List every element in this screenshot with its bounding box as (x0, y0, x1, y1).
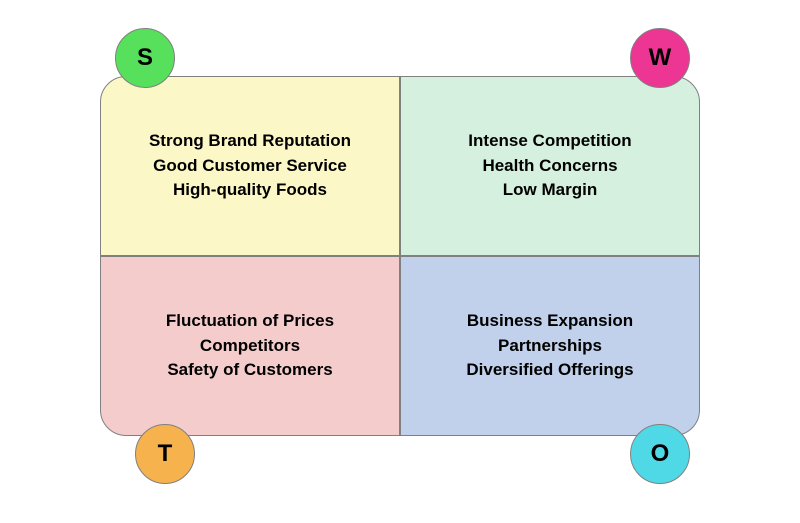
quadrant-weaknesses: Intense Competition Health Concerns Low … (400, 76, 700, 256)
quadrant-weaknesses-text: Intense Competition Health Concerns Low … (468, 129, 631, 203)
quadrant-threats: Fluctuation of Prices Competitors Safety… (100, 256, 400, 436)
badge-s-letter: S (137, 44, 153, 72)
quadrant-threats-text: Fluctuation of Prices Competitors Safety… (166, 309, 334, 383)
swot-diagram: Strong Brand Reputation Good Customer Se… (0, 0, 800, 523)
badge-o-letter: O (651, 440, 670, 468)
badge-t-letter: T (158, 440, 173, 468)
badge-t: T (135, 424, 195, 484)
quadrant-opportunities-text: Business Expansion Partnerships Diversif… (466, 309, 633, 383)
badge-o: O (630, 424, 690, 484)
badge-s: S (115, 28, 175, 88)
badge-w-letter: W (649, 44, 672, 72)
quadrant-opportunities: Business Expansion Partnerships Diversif… (400, 256, 700, 436)
quadrant-strengths-text: Strong Brand Reputation Good Customer Se… (149, 129, 351, 203)
quadrant-strengths: Strong Brand Reputation Good Customer Se… (100, 76, 400, 256)
badge-w: W (630, 28, 690, 88)
